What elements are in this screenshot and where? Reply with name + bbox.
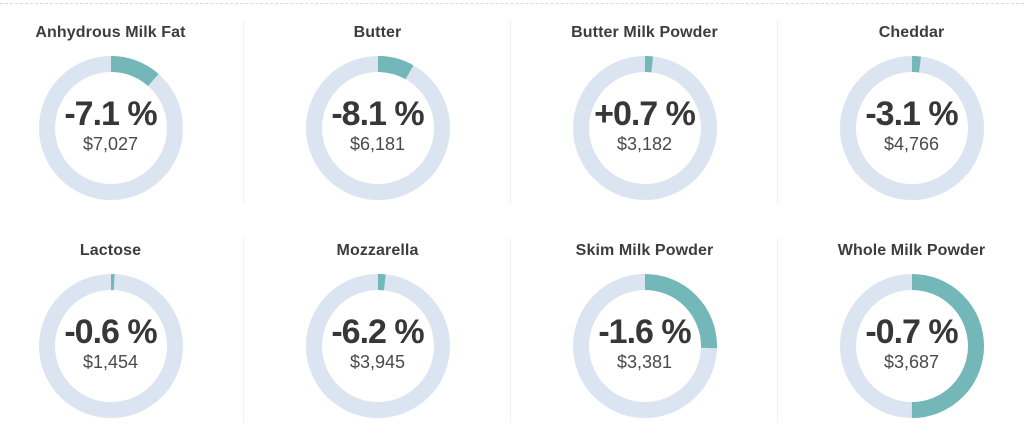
donut-chart: -1.6 % $3,381 [572, 271, 717, 418]
donut-arc [572, 274, 717, 418]
average-price: $1,454 [82, 351, 139, 372]
column-divider [777, 238, 778, 422]
donut-arc [572, 56, 717, 200]
donut-chart: -8.1 % $6,181 [305, 53, 450, 200]
donut-center: -8.1 % $6,181 [306, 53, 450, 197]
product-title: Whole Milk Powder [837, 242, 986, 259]
donut-center: +0.7 % $3,182 [573, 53, 717, 197]
donut-ring [305, 56, 450, 200]
donut-arc [305, 56, 450, 200]
donut-ring [572, 274, 717, 418]
price-change-percent: -1.6 % [598, 312, 691, 351]
product-card[interactable]: Lactose -0.6 % $1,454 [0, 222, 244, 440]
average-price: $3,945 [349, 351, 406, 372]
average-price: $3,687 [883, 351, 940, 372]
donut-chart: +0.7 % $3,182 [572, 53, 717, 200]
column-divider [243, 20, 244, 204]
product-card[interactable]: Butter Milk Powder +0.7 % $3,182 [511, 4, 778, 222]
donut-ring [572, 56, 717, 200]
product-title: Cheddar [878, 24, 945, 41]
donut-arc [38, 274, 183, 418]
product-card[interactable]: Anhydrous Milk Fat -7.1 % $7,027 [0, 4, 244, 222]
price-change-percent: -7.1 % [64, 94, 157, 133]
donut-ring [38, 56, 183, 200]
donut-center: -3.1 % $4,766 [840, 53, 984, 197]
average-price: $3,381 [616, 351, 673, 372]
column-divider [510, 20, 511, 204]
price-change-percent: -6.2 % [331, 312, 424, 351]
donut-chart: -7.1 % $7,027 [38, 53, 183, 200]
donut-ring [38, 274, 183, 418]
price-change-percent: -0.7 % [865, 312, 958, 351]
donut-center: -1.6 % $3,381 [573, 271, 717, 415]
product-card[interactable]: Cheddar -3.1 % $4,766 [778, 4, 1024, 222]
column-divider [243, 238, 244, 422]
column-divider [777, 20, 778, 204]
product-title: Mozzarella [336, 242, 419, 259]
average-price: $4,766 [883, 133, 940, 154]
product-title: Anhydrous Milk Fat [35, 24, 186, 41]
donut-center: -6.2 % $3,945 [306, 271, 450, 415]
donut-center: -0.7 % $3,687 [840, 271, 984, 415]
donut-chart: -0.6 % $1,454 [38, 271, 183, 418]
donut-arc [305, 274, 450, 418]
donut-center: -0.6 % $1,454 [39, 271, 183, 415]
product-card[interactable]: Butter -8.1 % $6,181 [244, 4, 511, 222]
product-card[interactable]: Whole Milk Powder -0.7 % $3,687 [778, 222, 1024, 440]
donut-chart: -3.1 % $4,766 [839, 53, 984, 200]
top-border-line [0, 3, 1024, 4]
price-change-percent: -3.1 % [865, 94, 958, 133]
donut-ring [305, 274, 450, 418]
product-title: Butter [353, 24, 402, 41]
product-title: Butter Milk Powder [571, 24, 718, 41]
donut-ring [839, 274, 984, 418]
price-change-percent: -8.1 % [331, 94, 424, 133]
average-price: $3,182 [616, 133, 673, 154]
average-price: $7,027 [82, 133, 139, 154]
price-change-percent: -0.6 % [64, 312, 157, 351]
donut-chart: -0.7 % $3,687 [839, 271, 984, 418]
donut-center: -7.1 % $7,027 [39, 53, 183, 197]
price-change-percent: +0.7 % [594, 94, 696, 133]
donut-arc [839, 56, 984, 200]
product-title: Lactose [79, 242, 142, 259]
product-card[interactable]: Mozzarella -6.2 % $3,945 [244, 222, 511, 440]
product-card[interactable]: Skim Milk Powder -1.6 % $3,381 [511, 222, 778, 440]
donut-chart: -6.2 % $3,945 [305, 271, 450, 418]
donut-ring [839, 56, 984, 200]
donut-arc [38, 56, 183, 200]
product-title: Skim Milk Powder [575, 242, 714, 259]
donut-grid: Anhydrous Milk Fat -7.1 % $7,027 Butter … [0, 4, 1024, 440]
column-divider [510, 238, 511, 422]
average-price: $6,181 [349, 133, 406, 154]
donut-arc [839, 274, 984, 418]
